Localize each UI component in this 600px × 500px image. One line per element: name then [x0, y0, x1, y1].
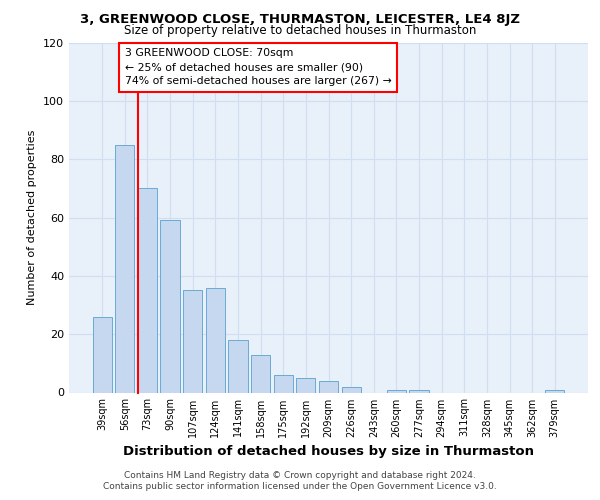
Bar [92, 316, 112, 392]
Text: 3 GREENWOOD CLOSE: 70sqm
← 25% of detached houses are smaller (90)
74% of semi-d: 3 GREENWOOD CLOSE: 70sqm ← 25% of detach… [125, 48, 392, 86]
Bar [387, 390, 406, 392]
Text: Size of property relative to detached houses in Thurmaston: Size of property relative to detached ho… [124, 24, 476, 37]
Bar [341, 386, 361, 392]
Text: 3, GREENWOOD CLOSE, THURMASTON, LEICESTER, LE4 8JZ: 3, GREENWOOD CLOSE, THURMASTON, LEICESTE… [80, 12, 520, 26]
X-axis label: Distribution of detached houses by size in Thurmaston: Distribution of detached houses by size … [123, 445, 534, 458]
Text: Contains HM Land Registry data © Crown copyright and database right 2024.: Contains HM Land Registry data © Crown c… [124, 471, 476, 480]
Bar [160, 220, 180, 392]
Bar [183, 290, 202, 392]
Bar [409, 390, 428, 392]
Bar [296, 378, 316, 392]
Bar [251, 354, 270, 393]
Y-axis label: Number of detached properties: Number of detached properties [28, 130, 37, 305]
Text: Contains public sector information licensed under the Open Government Licence v3: Contains public sector information licen… [103, 482, 497, 491]
Bar [545, 390, 565, 392]
Bar [319, 381, 338, 392]
Bar [115, 144, 134, 392]
Bar [138, 188, 157, 392]
Bar [206, 288, 225, 393]
Bar [274, 375, 293, 392]
Bar [229, 340, 248, 392]
